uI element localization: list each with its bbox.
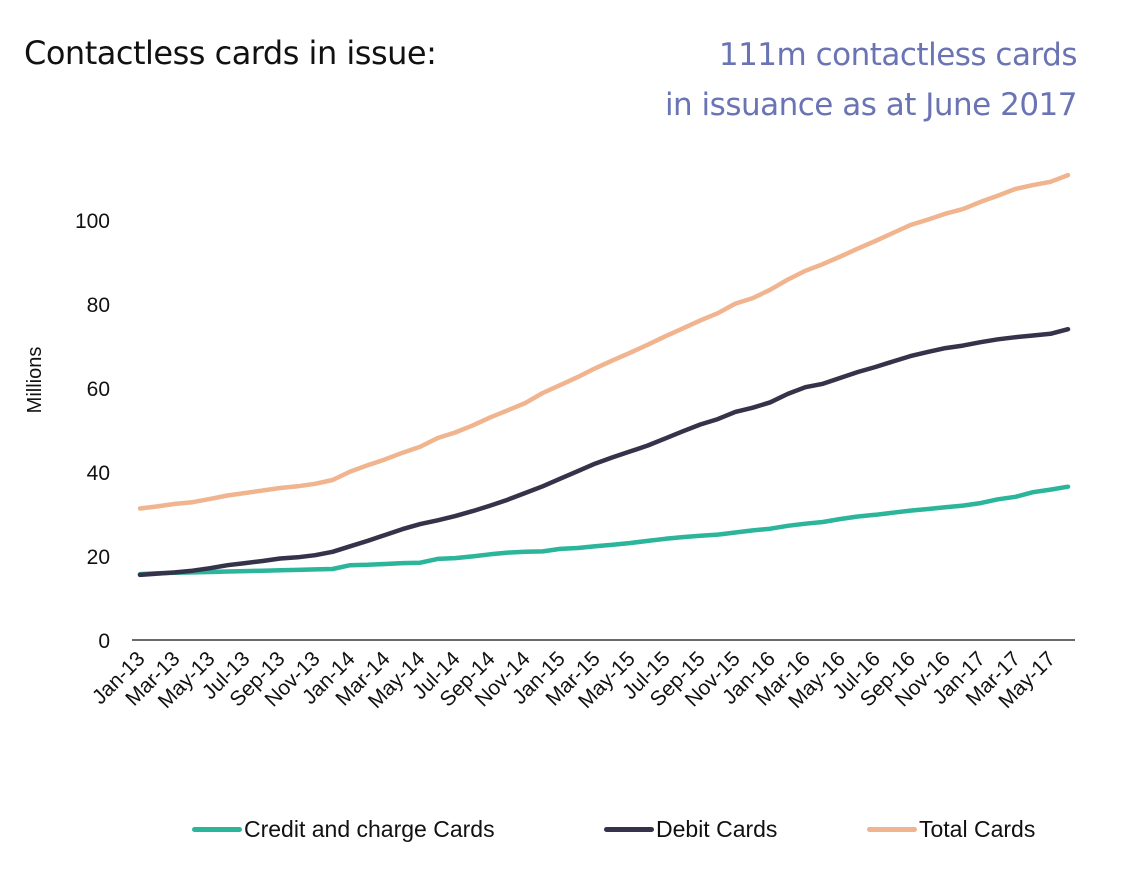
legend-item-total[interactable]: Total Cards: [867, 816, 1035, 843]
y-tick-label: 20: [87, 546, 110, 569]
y-tick-label: 60: [87, 378, 110, 401]
x-axis-ticks: Jan-13Mar-13May-13Jul-13Sep-13Nov-13Jan-…: [88, 647, 1060, 713]
legend-item-debit[interactable]: Debit Cards: [604, 816, 777, 843]
y-tick-label: 100: [75, 210, 110, 233]
legend-swatch-credit: [192, 827, 242, 832]
series-line-credit-and-charge-cards: [137, 484, 1071, 577]
legend-swatch-debit: [604, 827, 654, 832]
legend-label-credit: Credit and charge Cards: [244, 816, 495, 842]
chart-subtitle: 111m contactless cards in issuance as at…: [664, 30, 1078, 130]
y-tick-label: 40: [87, 462, 110, 485]
chart-title: Contactless cards in issue:: [24, 34, 437, 72]
series-line-debit-cards: [137, 326, 1071, 578]
line-chart: 0 20 40 60 80 100 Millions Jan-13Mar-13May-13…: [24, 172, 1075, 713]
y-tick-label: 0: [98, 630, 110, 653]
series-lines: [137, 172, 1071, 578]
y-axis-label: Millions: [24, 347, 46, 414]
subtitle-line-1: 111m contactless cards: [718, 37, 1078, 73]
subtitle-line-2: in issuance as at June 2017: [664, 87, 1078, 123]
legend-label-debit: Debit Cards: [656, 816, 778, 842]
legend-item-credit[interactable]: Credit and charge Cards: [192, 816, 495, 843]
series-line-total-cards: [137, 172, 1071, 511]
legend-label-total: Total Cards: [919, 816, 1036, 842]
legend-swatch-total: [867, 827, 917, 832]
legend: Credit and charge Cards Debit Cards Tota…: [0, 816, 1145, 846]
y-axis-ticks: 0 20 40 60 80 100: [75, 210, 110, 653]
y-tick-label: 80: [87, 294, 110, 317]
